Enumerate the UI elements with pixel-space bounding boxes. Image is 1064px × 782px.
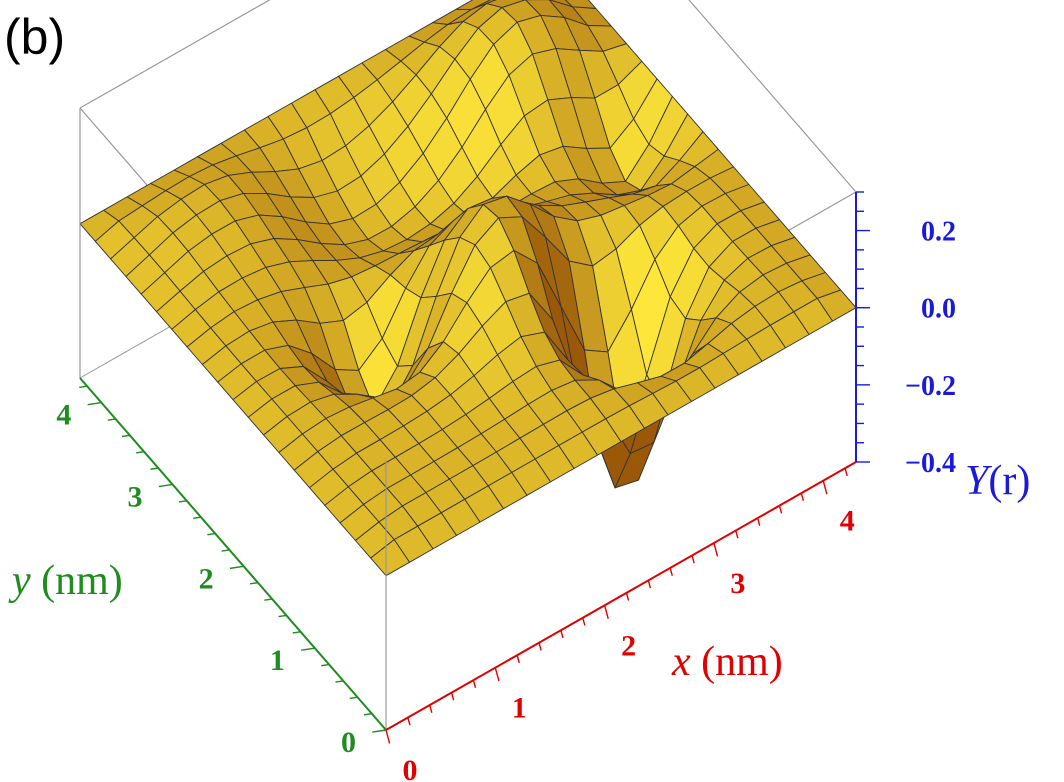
x-minor-tick: [756, 517, 761, 526]
x-tick-label: 3: [730, 567, 745, 600]
y-ticks: 0 1 2 3 4: [56, 385, 387, 759]
surface-mesh: [79, 0, 857, 577]
x-tick-label: 2: [621, 629, 636, 662]
z-axis-title: Y(r): [965, 458, 1030, 504]
y-minor-tick: [207, 532, 216, 536]
y-minor-tick: [335, 680, 344, 683]
x-axis-title: x (nm): [671, 639, 783, 685]
y-tick-label: 1: [270, 644, 285, 677]
x-minor-tick: [647, 580, 652, 589]
y-minor-tick: [264, 598, 273, 601]
z-tick-label: 0.2: [921, 217, 956, 248]
y-minor-tick: [363, 712, 372, 716]
y-minor-tick: [292, 631, 301, 634]
y-minor-tick: [221, 549, 230, 552]
x-minor-tick: [472, 679, 477, 689]
z-ticks: 0.2 0.0 −0.2 −0.4: [856, 191, 956, 479]
z-tick-label: 0.0: [921, 294, 956, 325]
z-axis-title-var: Y: [965, 458, 993, 504]
y-minor-tick: [249, 581, 259, 585]
x-minor-tick: [844, 468, 848, 477]
x-minor-tick: [429, 704, 433, 713]
x-major-tick: [494, 667, 500, 682]
x-axis-line: [385, 461, 857, 731]
y-major-tick: [372, 729, 387, 733]
y-minor-tick: [349, 696, 358, 700]
x-minor-tick: [516, 655, 520, 664]
x-tick-label: 4: [840, 505, 855, 538]
bounding-box-front: [79, 108, 387, 730]
x-minor-tick: [538, 642, 542, 651]
y-minor-tick: [107, 418, 116, 421]
x-ticks: 0 1 2 3 4: [385, 468, 855, 782]
y-major-tick: [158, 483, 173, 488]
box-edge: [688, 0, 857, 193]
y-minor-tick: [178, 500, 187, 503]
y-major-tick: [301, 647, 315, 651]
x-minor-tick: [582, 617, 586, 626]
y-tick-label: 0: [341, 726, 356, 759]
x-minor-tick: [407, 717, 411, 726]
y-minor-tick: [193, 516, 202, 520]
z-axis-title-unit: (r): [988, 458, 1030, 504]
y-minor-tick: [136, 450, 145, 454]
x-minor-tick: [778, 505, 783, 514]
x-minor-tick: [560, 630, 564, 639]
x-minor-tick: [800, 492, 805, 502]
y-major-tick: [229, 565, 244, 570]
x-major-tick: [713, 542, 719, 557]
box-edge: [79, 0, 271, 109]
y-tick-label: 3: [128, 480, 143, 513]
y-minor-tick: [121, 434, 130, 438]
x-major-tick: [603, 605, 609, 619]
y-minor-tick: [79, 385, 88, 389]
x-axis-title-unit: (nm): [691, 639, 783, 685]
x-minor-tick: [625, 592, 630, 601]
x-major-tick: [822, 480, 828, 495]
x-minor-tick: [669, 567, 673, 576]
z-tick-label: −0.2: [905, 371, 956, 402]
y-minor-tick: [150, 467, 159, 470]
y-tick-label: 2: [199, 562, 214, 595]
x-tick-label: 1: [512, 692, 527, 725]
x-minor-tick: [691, 555, 695, 564]
panel-label: (b): [4, 9, 66, 65]
y-axis-title-var: y: [8, 558, 31, 604]
axes: 0 1 2 3 4 0 1 2 3 4 0.2 0.0 −0.2 −0.4 x (nm) y (nm)…: [8, 191, 1030, 782]
x-minor-tick: [735, 530, 739, 539]
y-minor-tick: [321, 663, 330, 667]
x-major-tick: [385, 729, 391, 744]
z-tick-label: −0.4: [905, 448, 956, 479]
x-axis-title-var: x: [671, 639, 691, 685]
surface-cell: [370, 539, 410, 577]
y-axis-line: [79, 377, 387, 731]
y-axis-title: y (nm): [8, 558, 123, 604]
y-tick-label: 4: [56, 399, 71, 432]
y-axis-title-unit: (nm): [31, 558, 123, 604]
y-minor-tick: [278, 614, 287, 618]
y-major-tick: [87, 401, 102, 406]
x-tick-label: 0: [403, 754, 418, 782]
x-minor-tick: [450, 692, 455, 701]
